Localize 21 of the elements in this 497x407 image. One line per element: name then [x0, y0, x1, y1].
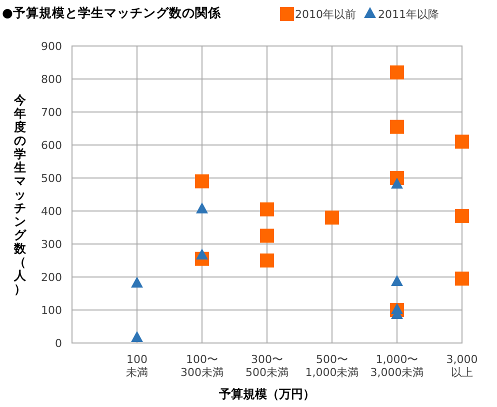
x-tick-label: 500〜 1,000未満	[305, 353, 359, 379]
legend-label: 2010年以前	[295, 8, 356, 21]
y-tick-label: 0	[55, 337, 62, 350]
x-tick-label: 1,000〜 3,000未満	[370, 353, 424, 379]
x-tick-label: 300〜 500未満	[246, 353, 288, 379]
text: 今年度の学生マッチング数（人）	[14, 93, 26, 296]
x-tick-label: 100 未満	[126, 353, 148, 379]
x-tick-label: 100〜 300未満	[180, 353, 224, 379]
y-tick-label: 800	[41, 73, 62, 86]
y-tick-label: 300	[41, 238, 62, 251]
legend-label: 2011年以降	[378, 8, 439, 21]
x-axis-title: 予算規模（万円）	[218, 387, 315, 401]
y-tick-label: 600	[41, 139, 62, 152]
y-tick-label: 400	[41, 205, 62, 218]
x-tick-label: 3,000 以上	[446, 353, 478, 379]
y-tick-label: 700	[41, 106, 62, 119]
y-tick-label: 100	[41, 304, 62, 317]
y-tick-label: 200	[41, 271, 62, 284]
y-tick-label: 500	[41, 172, 62, 185]
chart-title: ●予算規模と学生マッチング数の関係	[2, 5, 222, 20]
y-tick-label: 900	[41, 40, 62, 53]
